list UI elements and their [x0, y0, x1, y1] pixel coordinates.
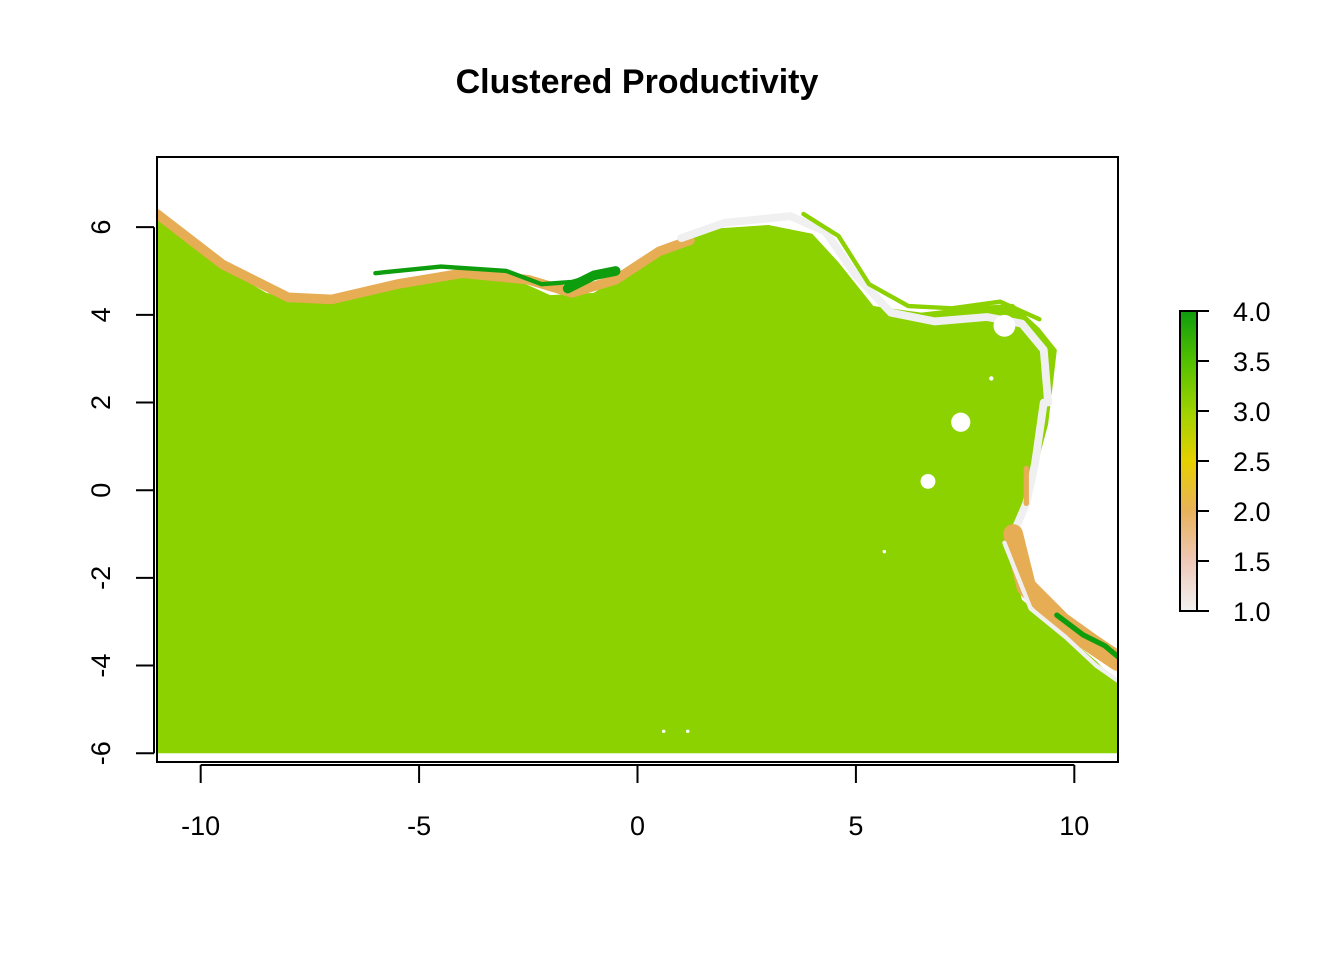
raster-nodata-3 — [989, 376, 994, 381]
raster-band-1 — [677, 212, 1053, 407]
x-tick-label: 10 — [1059, 811, 1089, 841]
raster-band-9 — [1002, 540, 1118, 684]
raster-layer — [157, 209, 1118, 754]
legend-tick-label: 3.0 — [1233, 397, 1271, 427]
raster-band-4 — [562, 266, 621, 294]
raster-band-5 — [1009, 398, 1048, 538]
legend-tick-label: 1.0 — [1233, 597, 1271, 627]
y-tick-label: -2 — [86, 566, 116, 590]
y-axis: -6 -4 -2 0 2 4 6 — [86, 220, 155, 765]
y-tick-label: 2 — [86, 395, 116, 410]
raster-band-8 — [1054, 612, 1118, 660]
raster-nodata-4 — [882, 549, 887, 554]
raster-band-0 — [157, 209, 695, 305]
legend-tick-label: 2.0 — [1233, 497, 1271, 527]
raster-band-2 — [801, 211, 1042, 322]
plot-frame — [156, 156, 1119, 763]
chart-title: Clustered Productivity — [456, 63, 819, 101]
raster-main-region — [157, 216, 1118, 754]
legend-tick-label: 4.0 — [1233, 297, 1271, 327]
legend-tick-label: 2.5 — [1233, 447, 1271, 477]
x-tick-label: -5 — [407, 811, 431, 841]
legend-tick-label: 1.5 — [1233, 547, 1271, 577]
raster-nodata-0 — [951, 412, 971, 432]
legend-tick-label: 3.5 — [1233, 347, 1271, 377]
raster-nodata-1 — [920, 473, 936, 489]
x-tick-label: 0 — [630, 811, 645, 841]
x-axis: -10 -5 0 5 10 — [181, 764, 1089, 841]
raster-nodata-6 — [685, 729, 690, 734]
y-tick-label: 4 — [86, 307, 116, 322]
y-tick-label: 0 — [86, 483, 116, 498]
y-tick-label: -6 — [86, 741, 116, 765]
color-legend: 1.0 1.5 2.0 2.5 3.0 3.5 4.0 — [1179, 297, 1271, 627]
x-tick-label: 5 — [848, 811, 863, 841]
legend-colorbar — [1179, 310, 1198, 612]
raster-band-7 — [1003, 524, 1118, 671]
y-tick-label: 6 — [86, 220, 116, 235]
raster-nodata-2 — [993, 314, 1016, 337]
y-tick-label: -4 — [86, 654, 116, 678]
x-tick-label: -10 — [181, 811, 220, 841]
raster-nodata-5 — [661, 729, 666, 734]
